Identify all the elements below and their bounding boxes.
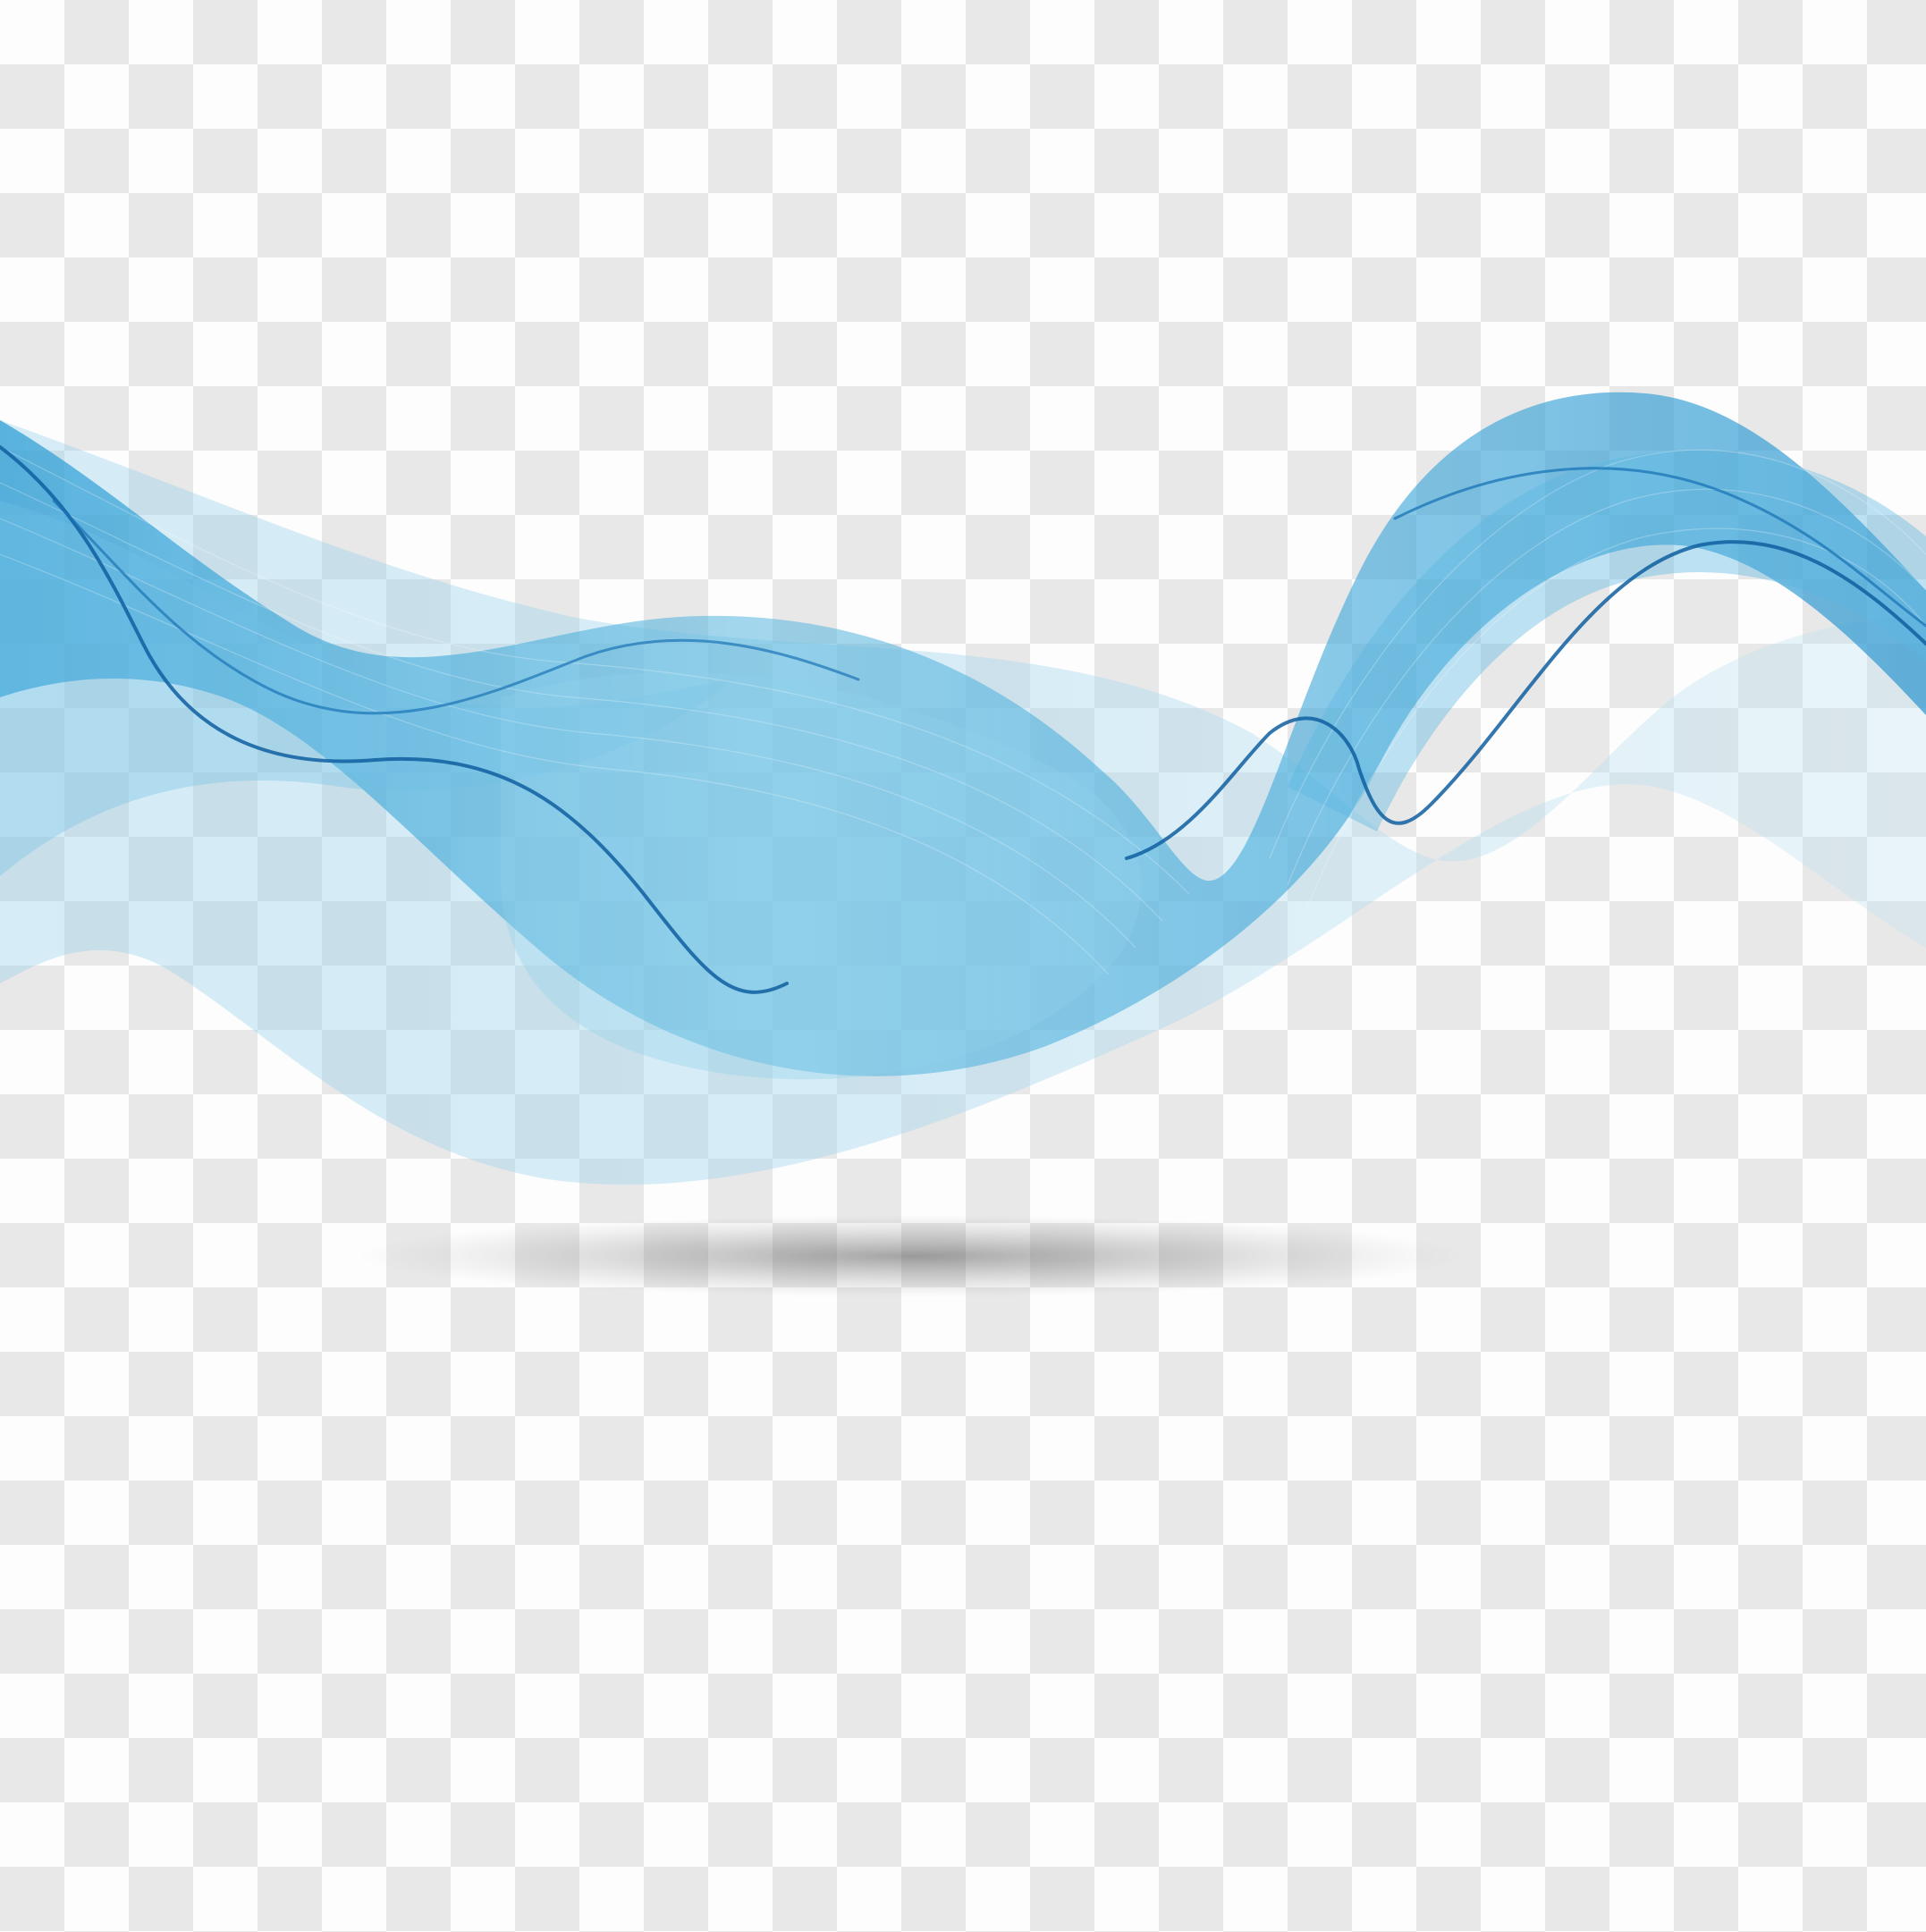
- wave-veil-center: [501, 671, 1142, 1080]
- wave-shadow: [358, 1215, 1466, 1297]
- wave-main-ribbon: [0, 392, 1926, 1076]
- wave-fine-lines: [0, 446, 1926, 975]
- wave-accent-strands: [0, 445, 1926, 994]
- wave-veil-left: [0, 501, 733, 876]
